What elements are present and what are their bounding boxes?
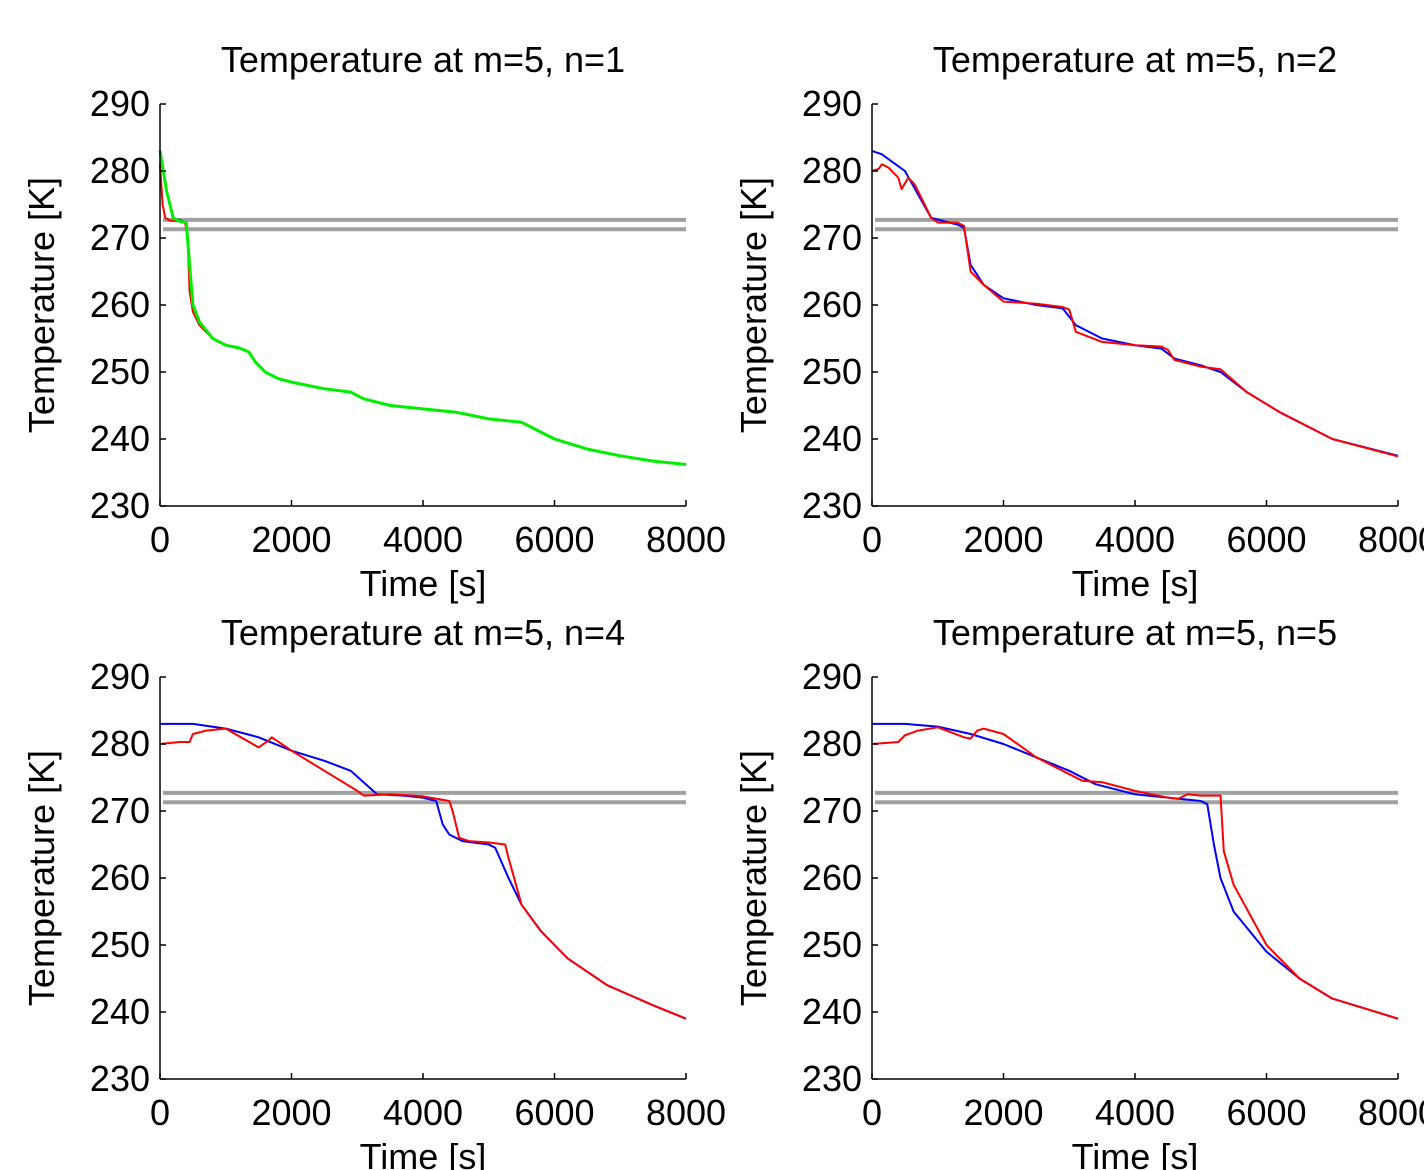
- x-tick-label: 2000: [963, 1092, 1043, 1133]
- y-tick-label: 270: [802, 217, 862, 258]
- y-tick-label: 270: [90, 790, 150, 831]
- y-tick-label: 230: [90, 485, 150, 526]
- x-axis-label: Time [s]: [1072, 563, 1199, 604]
- chart-title: Temperature at m=5, n=4: [221, 612, 625, 653]
- y-tick-label: 230: [802, 1058, 862, 1099]
- x-tick-label: 8000: [1358, 1092, 1424, 1133]
- series-line-2: [159, 727, 687, 1020]
- x-tick-label: 6000: [514, 519, 594, 560]
- x-tick-label: 4000: [383, 519, 463, 560]
- x-tick-label: 4000: [383, 1092, 463, 1133]
- series-line-2: [159, 164, 687, 466]
- y-tick-label: 260: [90, 857, 150, 898]
- y-tick-label: 270: [802, 790, 862, 831]
- y-tick-label: 240: [90, 991, 150, 1032]
- series-line-2: [871, 163, 1399, 458]
- x-tick-label: 0: [862, 519, 882, 560]
- y-tick-label: 290: [802, 656, 862, 697]
- y-tick-label: 280: [90, 150, 150, 191]
- subplot-2: 230 240 250 260 270 280 290 0 2000 4000 6000 8000 Te…: [733, 39, 1424, 604]
- chart-title: Temperature at m=5, n=1: [221, 39, 625, 80]
- x-tick-label: 6000: [514, 1092, 594, 1133]
- x-tick-label: 2000: [963, 519, 1043, 560]
- subplot-3: 230 240 250 260 270 280 290 0 2000 4000 6000 8000 Te…: [21, 612, 726, 1170]
- y-axis-label: Temperature [K]: [733, 750, 774, 1006]
- series-line-1: [871, 149, 1399, 457]
- y-tick-label: 250: [802, 924, 862, 965]
- y-tick-label: 290: [90, 83, 150, 124]
- chart-title: Temperature at m=5, n=5: [933, 612, 1337, 653]
- x-tick-label: 8000: [646, 1092, 726, 1133]
- series-line-1: [160, 722, 687, 1020]
- x-tick-label: 8000: [646, 519, 726, 560]
- y-tick-label: 260: [90, 284, 150, 325]
- x-tick-label: 4000: [1095, 1092, 1175, 1133]
- chart-title: Temperature at m=5, n=2: [933, 39, 1337, 80]
- y-tick-label: 250: [90, 924, 150, 965]
- y-tick-label: 290: [802, 83, 862, 124]
- x-tick-label: 8000: [1358, 519, 1424, 560]
- series-line-3: [158, 150, 687, 466]
- series-line-2: [871, 726, 1399, 1020]
- x-axis-label: Time [s]: [360, 1136, 487, 1170]
- y-tick-label: 250: [802, 351, 862, 392]
- x-tick-label: 4000: [1095, 519, 1175, 560]
- y-tick-label: 230: [90, 1058, 150, 1099]
- y-tick-label: 260: [802, 284, 862, 325]
- y-axis-label: Temperature [K]: [21, 177, 62, 433]
- x-tick-label: 0: [150, 1092, 170, 1133]
- y-tick-label: 230: [802, 485, 862, 526]
- y-axis-label: Temperature [K]: [21, 750, 62, 1006]
- subplot-4: 230 240 250 260 270 280 290 0 2000 4000 6000 8000 Te…: [733, 612, 1424, 1170]
- y-tick-label: 260: [802, 857, 862, 898]
- y-tick-label: 280: [802, 150, 862, 191]
- x-tick-label: 2000: [251, 1092, 331, 1133]
- x-axis-label: Time [s]: [360, 563, 487, 604]
- x-tick-label: 6000: [1226, 519, 1306, 560]
- series-line-1: [159, 150, 687, 466]
- y-tick-label: 280: [802, 723, 862, 764]
- x-tick-label: 2000: [251, 519, 331, 560]
- x-tick-label: 6000: [1226, 1092, 1306, 1133]
- y-tick-label: 290: [90, 656, 150, 697]
- x-tick-label: 0: [862, 1092, 882, 1133]
- y-tick-label: 240: [802, 991, 862, 1032]
- y-tick-label: 240: [802, 418, 862, 459]
- series-line-1: [872, 722, 1399, 1020]
- x-tick-label: 0: [150, 519, 170, 560]
- subplot-1: 230 240 250 260 270 280 290 0 2000 4000 6000 8000 Te…: [21, 39, 726, 604]
- y-tick-label: 240: [90, 418, 150, 459]
- y-axis-label: Temperature [K]: [733, 177, 774, 433]
- y-tick-label: 280: [90, 723, 150, 764]
- x-axis-label: Time [s]: [1072, 1136, 1199, 1170]
- y-tick-label: 250: [90, 351, 150, 392]
- y-tick-label: 270: [90, 217, 150, 258]
